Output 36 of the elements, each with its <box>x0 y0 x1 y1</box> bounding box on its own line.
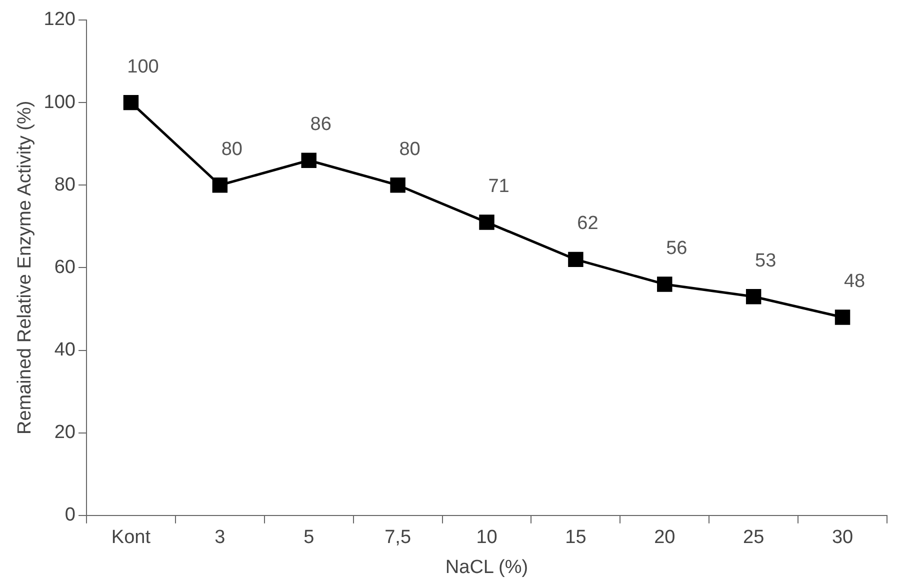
point <box>301 152 316 168</box>
y-tick-label: 100 <box>44 92 76 113</box>
point <box>212 178 228 193</box>
data-label: 71 <box>488 176 510 198</box>
x-tick-label: 30 <box>832 527 854 548</box>
x-tick-label: 7,5 <box>384 527 412 548</box>
x-tick-label: 25 <box>743 527 764 548</box>
x-tick-label: 3 <box>214 527 226 548</box>
y-tick-label: 80 <box>54 174 76 196</box>
x-axis-title: NaCL (%) <box>445 556 528 578</box>
x-tick-label: 5 <box>304 527 314 548</box>
point <box>834 310 850 325</box>
data-label: 100 <box>127 56 159 78</box>
y-tick-label: 40 <box>54 340 76 360</box>
x-tick-label: 15 <box>565 527 586 548</box>
point <box>123 94 139 110</box>
point <box>479 214 494 230</box>
x-tick-label: 20 <box>654 527 676 548</box>
data-label: 48 <box>844 270 866 292</box>
y-tick-label: 0 <box>64 504 76 526</box>
y-tick-label: 120 <box>44 9 76 30</box>
point <box>390 178 406 193</box>
data-label: 80 <box>399 138 420 160</box>
y-axis-title: Remained Relative Enzyme Activity (%) <box>14 100 36 435</box>
y-tick-label: 20 <box>54 422 76 444</box>
data-label: 80 <box>221 138 242 160</box>
x-tick-label: Kont <box>111 527 152 548</box>
data-label: 86 <box>310 114 332 136</box>
data-label: 56 <box>666 238 688 259</box>
x-tick-label: 10 <box>476 527 498 548</box>
data-label: 62 <box>577 213 598 234</box>
point <box>657 276 672 292</box>
y-tick-label: 60 <box>54 256 76 278</box>
data-label: 53 <box>755 250 776 272</box>
point <box>746 288 762 304</box>
point <box>568 252 584 268</box>
